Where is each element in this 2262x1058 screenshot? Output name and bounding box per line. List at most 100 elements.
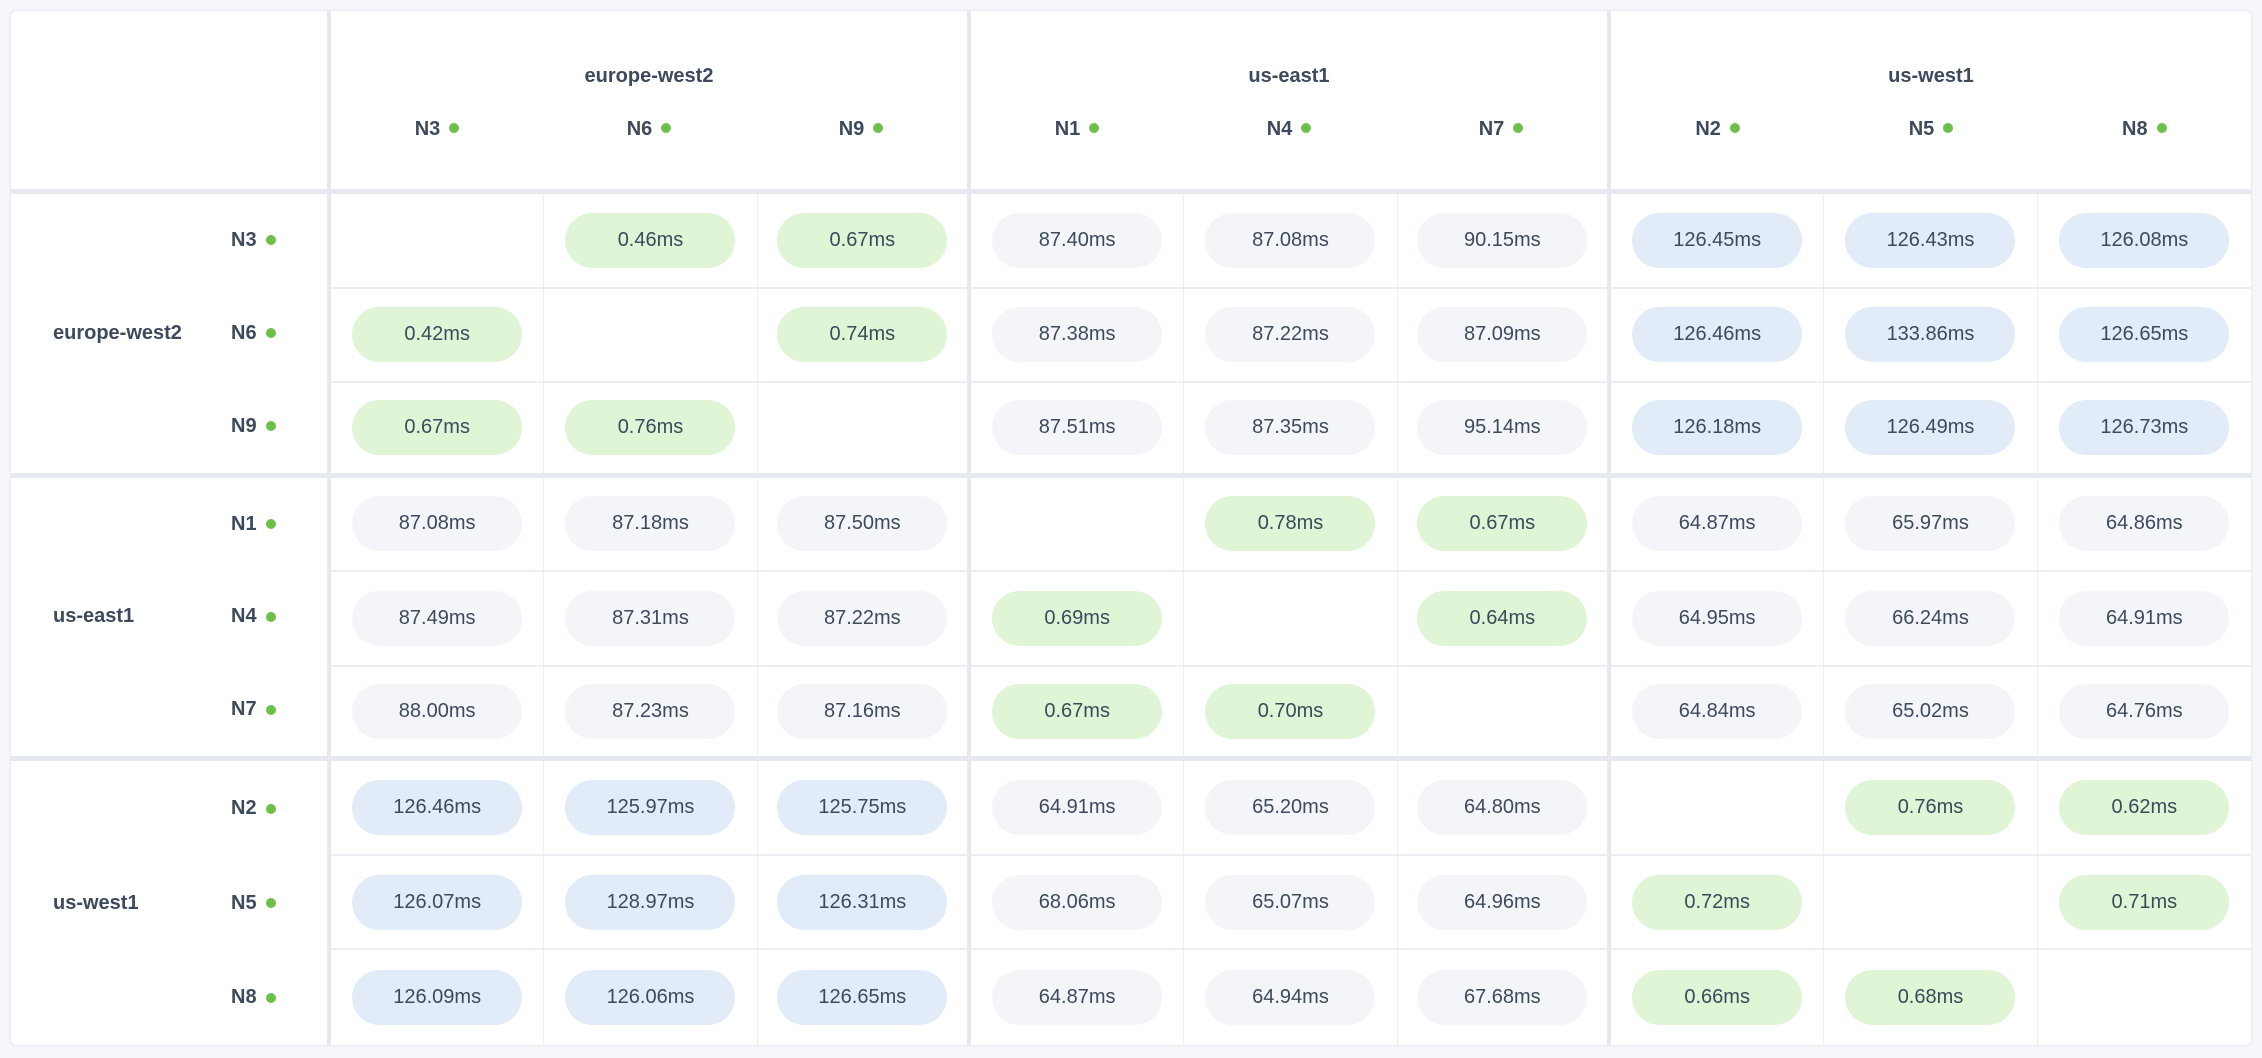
node-label: N2 [1695, 118, 1721, 140]
status-dot-icon [449, 123, 460, 133]
matrix-cell: 126.09ms [331, 950, 545, 1045]
status-dot-icon [873, 123, 884, 133]
latency-value: 87.40ms [992, 212, 1163, 268]
matrix-cell: 87.09ms [1397, 288, 1611, 384]
matrix-cell: 0.74ms [757, 288, 971, 384]
latency-value: 0.64ms [1417, 590, 1588, 646]
status-dot-icon [265, 328, 276, 339]
latency-value: 64.87ms [992, 970, 1163, 1026]
matrix-cell: 128.97ms [544, 855, 758, 951]
latency-value: 0.42ms [352, 307, 523, 363]
matrix-cell: 66.24ms [1824, 572, 2038, 667]
latency-value: 87.35ms [1205, 400, 1376, 456]
matrix-cell: 65.07ms [1184, 855, 1398, 951]
matrix-cell: 67.68ms [1398, 950, 1611, 1045]
latency-value: 64.95ms [1632, 590, 1803, 646]
latency-value: 65.07ms [1205, 874, 1376, 930]
latency-value: 0.76ms [1845, 780, 2016, 836]
matrix-cell: 126.46ms [331, 761, 545, 856]
matrix-cell: 0.67ms [1397, 477, 1611, 573]
matrix-cell: 87.08ms [1184, 194, 1398, 289]
matrix-cell: 0.66ms [1611, 950, 1825, 1045]
matrix-cell [970, 477, 1185, 573]
latency-value: 0.71ms [2059, 874, 2230, 930]
column-region-header: us-east1 N1 N4 N7 [970, 11, 1611, 194]
matrix-cell: 0.76ms [1824, 761, 2038, 856]
column-node-header: N2 [1611, 100, 1824, 189]
status-dot-icon [1089, 123, 1100, 133]
column-node-header: N9 [755, 100, 967, 189]
latency-value: 87.18ms [565, 496, 736, 552]
status-dot-icon [265, 519, 276, 530]
matrix-cell [1184, 572, 1398, 667]
matrix-cell: 0.71ms [2037, 856, 2251, 951]
matrix-cell: 126.31ms [757, 855, 971, 951]
matrix-cell: 87.49ms [331, 572, 545, 667]
latency-value: 126.09ms [352, 970, 523, 1026]
row-node-header: N1 [227, 478, 327, 571]
matrix-cell [2038, 950, 2251, 1045]
matrix-cell: 0.76ms [544, 383, 758, 478]
node-label: N8 [2122, 118, 2148, 140]
row-region-header: us-west1 N2 N5 N8 [11, 761, 331, 1045]
matrix-cell: 0.68ms [1824, 950, 2038, 1045]
status-dot-icon [265, 898, 276, 909]
status-dot-icon [1513, 123, 1524, 133]
latency-value: 0.62ms [2059, 780, 2230, 836]
latency-value: 126.45ms [1632, 212, 1803, 268]
latency-value: 0.46ms [565, 212, 736, 268]
matrix-cell: 64.96ms [1397, 855, 1611, 951]
latency-value: 126.46ms [1632, 307, 1803, 363]
node-label: N9 [231, 414, 257, 437]
matrix-cell: 126.07ms [331, 855, 545, 951]
matrix-cell [1610, 761, 1825, 856]
latency-value: 88.00ms [352, 684, 523, 740]
latency-value: 66.24ms [1845, 590, 2016, 646]
node-label: N3 [231, 228, 257, 251]
latency-value: 133.86ms [1845, 307, 2016, 363]
column-region-header: us-west1 N2 N5 N8 [1610, 11, 2251, 194]
latency-matrix: europe-west2 N3 N6 N9 us-east1 N1 N4 N7 us-west1… [10, 10, 2252, 1046]
latency-value: 126.07ms [352, 874, 523, 930]
node-label: N1 [1054, 118, 1081, 140]
latency-value: 0.67ms [352, 400, 523, 456]
status-dot-icon [265, 611, 276, 622]
matrix-cell: 126.65ms [2037, 289, 2251, 384]
matrix-cell [1824, 855, 2038, 951]
matrix-cell: 0.46ms [544, 194, 758, 289]
latency-value: 128.97ms [565, 874, 736, 930]
region-title: us-west1 [1888, 65, 1974, 87]
node-label: N3 [414, 118, 441, 140]
latency-value: 126.08ms [2059, 212, 2230, 268]
matrix-cell: 87.22ms [757, 572, 971, 667]
status-dot-icon [1943, 123, 1954, 133]
latency-value: 65.02ms [1845, 684, 2016, 740]
status-dot-icon [2156, 123, 2167, 133]
latency-value: 87.22ms [777, 590, 948, 646]
matrix-cell [1397, 666, 1611, 762]
latency-value: 87.50ms [777, 496, 948, 552]
latency-value: 0.76ms [565, 400, 736, 456]
matrix-cell: 0.72ms [1610, 855, 1825, 951]
latency-value: 126.31ms [777, 874, 948, 930]
matrix-cell: 87.50ms [757, 477, 971, 573]
node-label: N7 [1478, 118, 1505, 140]
latency-value: 0.70ms [1205, 684, 1376, 740]
matrix-cell: 87.23ms [544, 666, 758, 762]
column-node-header: N7 [1395, 100, 1607, 189]
node-label: N5 [1908, 118, 1935, 140]
row-region-header: europe-west2 N3 N6 N9 [11, 194, 331, 478]
matrix-cell: 0.67ms [331, 383, 545, 478]
matrix-cell: 126.46ms [1610, 288, 1825, 384]
matrix-cell: 87.35ms [1184, 383, 1398, 478]
latency-value: 64.76ms [2059, 684, 2230, 740]
column-node-header: N4 [1183, 100, 1395, 189]
region-title: europe-west2 [584, 65, 714, 87]
column-node-header: N3 [331, 100, 543, 189]
node-label: N2 [231, 797, 257, 820]
region-title: europe-west2 [53, 321, 182, 344]
matrix-cell: 87.40ms [970, 194, 1185, 289]
latency-value: 125.97ms [565, 780, 736, 836]
matrix-cell: 125.97ms [544, 761, 758, 856]
status-dot-icon [1729, 123, 1740, 133]
